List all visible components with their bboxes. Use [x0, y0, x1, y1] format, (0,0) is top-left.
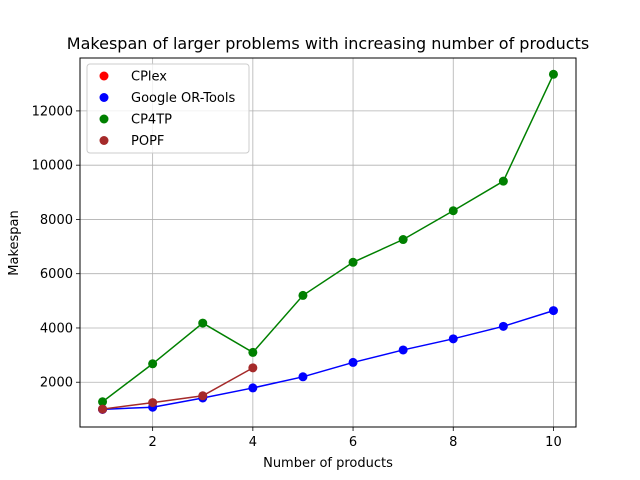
x-tick-label: 10: [545, 435, 562, 450]
y-tick-label: 6000: [40, 267, 73, 282]
data-point: [548, 306, 558, 316]
axis-ticks: 2 4 6 8 10 2000 4000 6000 8000 10000 12000: [32, 104, 562, 450]
data-point: [348, 257, 358, 267]
legend-label: Google OR-Tools: [131, 91, 235, 106]
series-cp4tp: [98, 69, 558, 407]
data-point: [148, 359, 158, 369]
data-point: [298, 290, 308, 300]
legend-box: [86, 63, 250, 154]
y-tick-label: 2000: [40, 376, 73, 391]
data-point: [448, 206, 458, 216]
x-tick-label: 8: [449, 435, 457, 450]
plot-frame: [79, 57, 577, 428]
grid-lines: [80, 58, 576, 427]
legend: CPlex Google OR-Tools CP4TP POPF: [86, 63, 250, 154]
series-line: [102, 309, 554, 411]
y-axis-label: Makespan: [7, 210, 22, 275]
y-tick-label: 10000: [32, 159, 73, 174]
series-line: [102, 367, 254, 410]
series-popf: [98, 363, 258, 414]
data-point: [548, 69, 558, 79]
y-tick-label: 12000: [32, 104, 73, 119]
data-point: [198, 391, 208, 401]
data-point: [498, 176, 508, 186]
y-tick-label: 8000: [40, 213, 73, 228]
data-point: [448, 334, 458, 344]
legend-marker: [99, 93, 109, 102]
legend-label: CP4TP: [131, 113, 172, 128]
data-point: [298, 372, 308, 382]
data-point: [348, 357, 358, 367]
data-point: [248, 363, 258, 373]
x-tick-label: 6: [349, 435, 357, 450]
x-axis-label: Number of products: [263, 456, 393, 471]
data-point: [198, 318, 208, 328]
series-layer: [98, 69, 558, 414]
chart-title: Makespan of larger problems with increas…: [67, 34, 589, 53]
series-line: [102, 73, 555, 403]
y-tick-label: 4000: [40, 321, 73, 336]
data-point: [248, 347, 258, 357]
legend-marker: [99, 114, 109, 124]
data-point: [98, 404, 108, 414]
data-point: [398, 235, 408, 245]
legend-marker: [99, 71, 109, 81]
legend-label: POPF: [131, 134, 164, 149]
data-point: [248, 383, 258, 393]
data-point: [98, 397, 108, 407]
x-tick-label: 4: [249, 435, 257, 450]
legend-label: CPlex: [131, 70, 167, 85]
data-point: [498, 321, 508, 331]
x-tick-label: 2: [149, 435, 157, 450]
data-point: [148, 398, 158, 408]
legend-marker: [99, 136, 109, 145]
data-point: [398, 345, 408, 355]
